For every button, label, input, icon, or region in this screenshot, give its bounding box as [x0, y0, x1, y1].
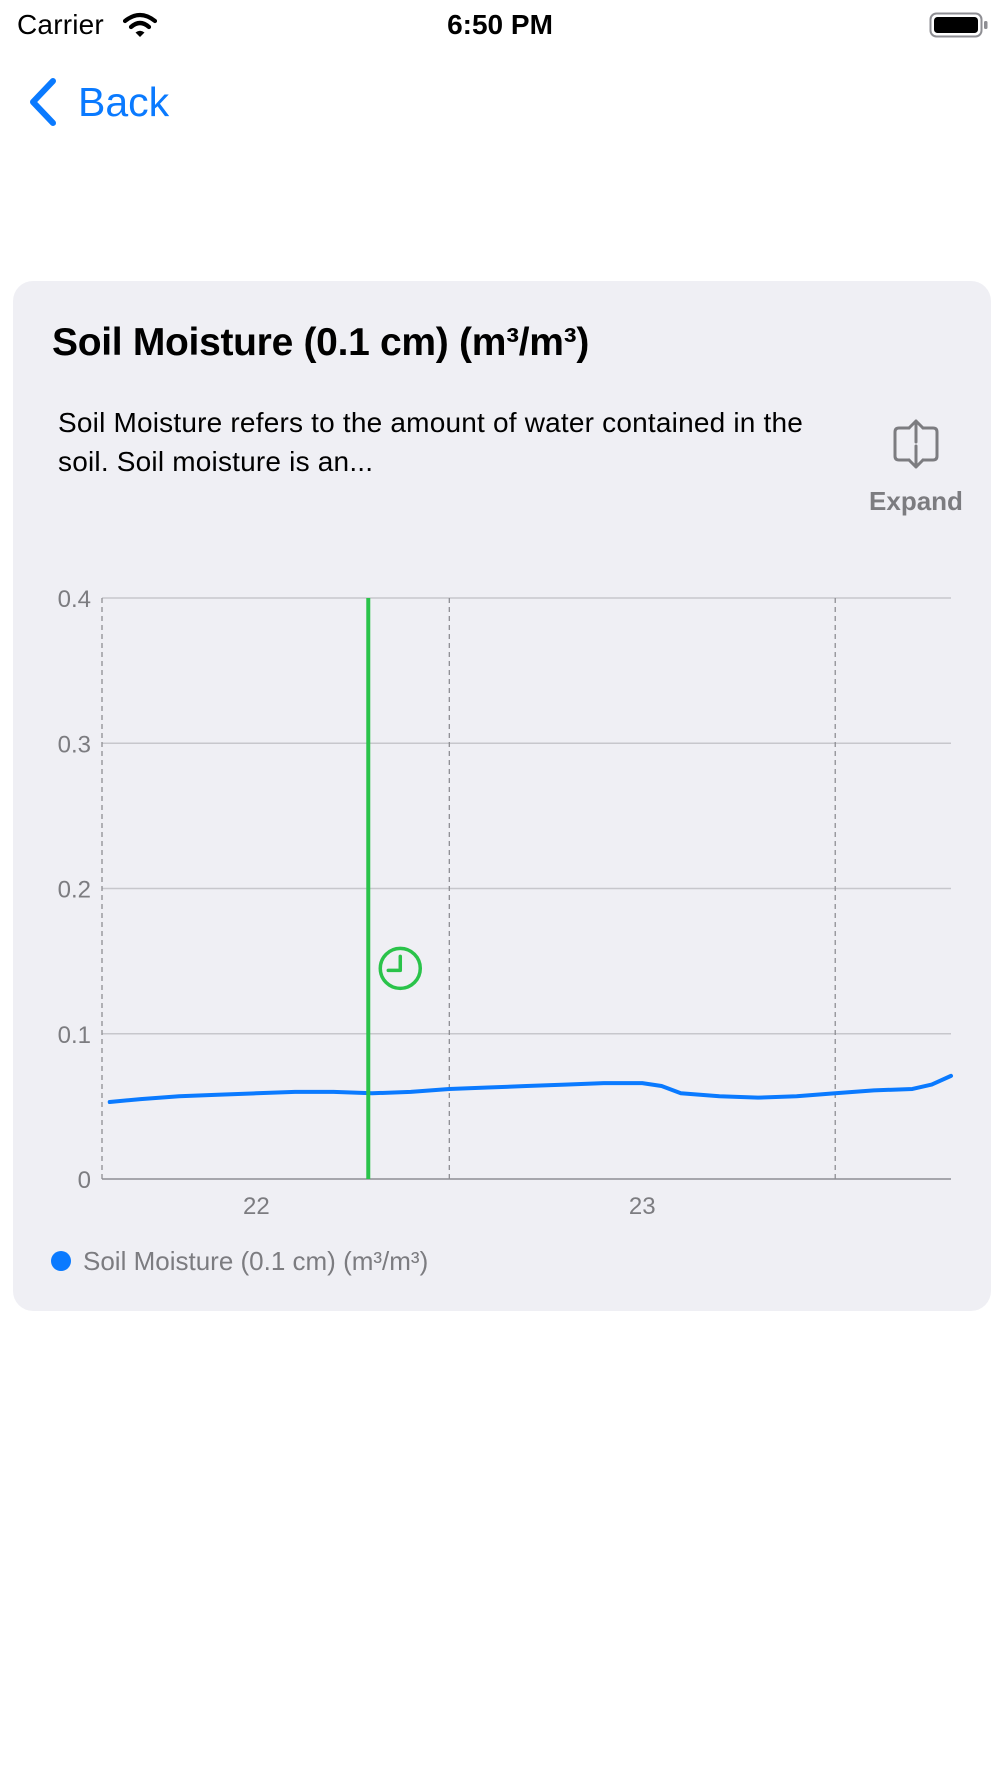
legend-label: Soil Moisture (0.1 cm) (m³/m³): [83, 1245, 429, 1276]
expand-icon: [893, 419, 939, 469]
series-line: [107, 1073, 953, 1105]
y-tick-label: 0.1: [58, 1022, 91, 1049]
battery-icon: [929, 12, 988, 38]
y-tick-label: 0: [78, 1167, 91, 1194]
y-tick-label: 0.3: [58, 731, 91, 758]
wifi-icon: [123, 12, 157, 37]
expand-button[interactable]: Expand: [851, 418, 981, 528]
carrier-label: Carrier: [17, 9, 104, 40]
x-tick-label: 22: [243, 1193, 270, 1220]
soil-moisture-chart: 0 0.1 0.2 0.3 0.4 22 23: [58, 586, 953, 1220]
soil-moisture-card: Soil Moisture (0.1 cm) (m³/m³) Soil Mois…: [13, 281, 991, 1311]
y-tick-label: 0.4: [58, 586, 91, 613]
status-bar: Carrier 6:50 PM: [0, 0, 1000, 52]
status-time: 6:50 PM: [447, 9, 553, 40]
card-title: Soil Moisture (0.1 cm) (m³/m³): [52, 321, 590, 364]
chart-legend: Soil Moisture (0.1 cm) (m³/m³): [51, 1243, 428, 1279]
back-label: Back: [78, 78, 170, 125]
card-description: Soil Moisture refers to the amount of wa…: [58, 407, 804, 477]
legend-dot: [51, 1251, 71, 1271]
expand-label: Expand: [869, 486, 963, 516]
y-tick-label: 0.2: [58, 877, 91, 904]
clock-icon[interactable]: [378, 946, 423, 991]
back-button[interactable]: Back: [28, 74, 169, 130]
chevron-left-icon: [30, 78, 56, 126]
x-tick-label: 23: [629, 1193, 656, 1220]
